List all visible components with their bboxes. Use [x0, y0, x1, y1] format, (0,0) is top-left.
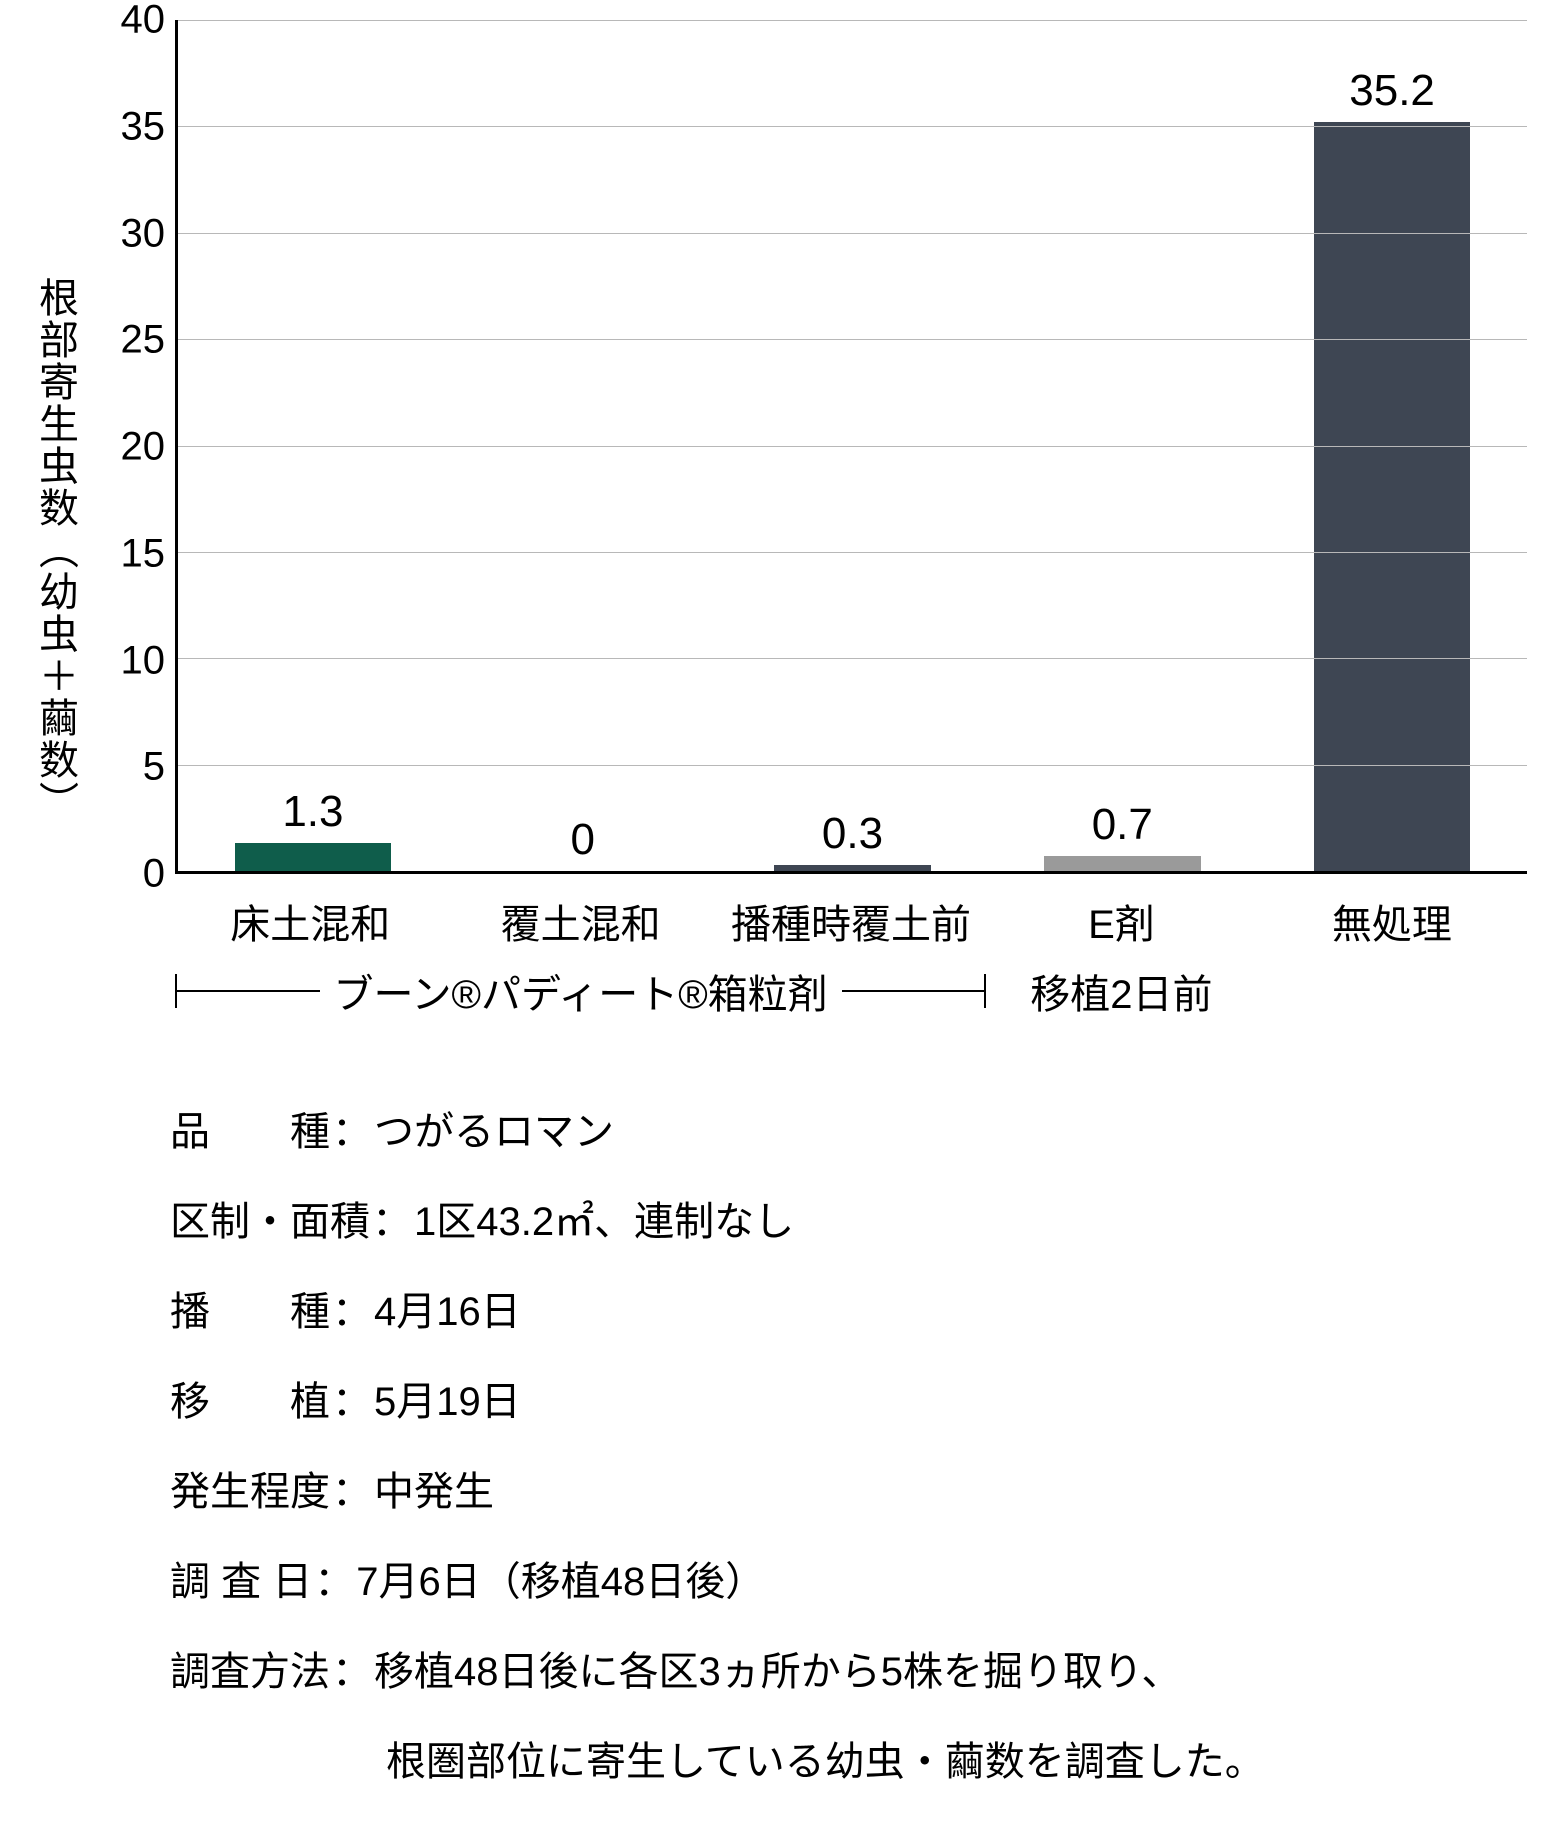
- details-value: 1区43.2㎡、連制なし: [414, 1190, 794, 1254]
- sub-col-5-empty: [1257, 962, 1527, 1020]
- x-category-label: 床土混和: [175, 874, 445, 950]
- y-tick: 5: [143, 745, 165, 790]
- y-tick: 20: [121, 425, 166, 470]
- y-tick: 35: [121, 104, 166, 149]
- details-row: 品 種：つがるロマン: [170, 1100, 1527, 1164]
- gridline: [178, 126, 1527, 127]
- bar-value-label: 0.7: [1092, 800, 1153, 850]
- x-category-label: 覆土混和: [445, 874, 715, 950]
- bar: [235, 843, 391, 871]
- details-label: 播 種: [170, 1280, 330, 1344]
- details-row: 調 査 日：7月6日（移植48日後）: [170, 1550, 1527, 1614]
- bar-value-label: 35.2: [1349, 66, 1435, 116]
- details-label: 調査方法: [170, 1640, 330, 1704]
- bar-chart: 根部寄生虫数（幼虫＋繭数） 0510152025303540 1.300.30.…: [20, 20, 1527, 1020]
- x-categories: 床土混和覆土混和播種時覆土前E剤無処理: [175, 874, 1527, 950]
- y-axis-label: 根部寄生虫数（幼虫＋繭数）: [32, 277, 78, 823]
- details-label: 区制・面積: [170, 1190, 370, 1254]
- sub-col-4: 移植2日前: [986, 962, 1256, 1020]
- bar: [774, 865, 930, 871]
- y-tick: 30: [121, 211, 166, 256]
- bar-value-label: 0: [570, 815, 594, 865]
- details-value: 7月6日（移植48日後）: [356, 1550, 765, 1614]
- details-value: 中発生: [374, 1460, 494, 1524]
- details-label: 移 植: [170, 1370, 330, 1434]
- sub-group-label: ブーン®パディート®箱粒剤: [320, 962, 842, 1020]
- y-tick: 25: [121, 318, 166, 363]
- y-tick-labels: 0510152025303540: [90, 20, 175, 874]
- details-row: 播 種：4月16日: [170, 1280, 1527, 1344]
- y-tick: 0: [143, 852, 165, 897]
- details-label: 調 査 日: [170, 1550, 312, 1614]
- x-category-label: 播種時覆土前: [716, 874, 986, 950]
- details-method-line2: 根圏部位に寄生している幼虫・繭数を調査した。: [170, 1730, 1527, 1794]
- y-tick: 15: [121, 531, 166, 576]
- details-row: 発生程度：中発生: [170, 1460, 1527, 1524]
- y-axis-label-col: 根部寄生虫数（幼虫＋繭数）: [20, 20, 90, 1020]
- gridline: [178, 339, 1527, 340]
- details-row: 区制・面積：1区43.2㎡、連制なし: [170, 1190, 1527, 1254]
- details-row: 調査方法：移植48日後に各区3ヵ所から5株を掘り取り、: [170, 1640, 1527, 1704]
- bar-value-label: 1.3: [282, 787, 343, 837]
- details-value: つがるロマン: [374, 1100, 614, 1164]
- y-tick: 10: [121, 638, 166, 683]
- bar: [1044, 856, 1200, 871]
- x-category-label: E剤: [986, 874, 1256, 950]
- sub-group-bracket: ブーン®パディート®箱粒剤: [175, 962, 986, 1020]
- details-label: 品 種: [170, 1100, 330, 1164]
- bar: [1314, 122, 1470, 871]
- bracket-line: [177, 990, 320, 992]
- details-value: 4月16日: [374, 1280, 521, 1344]
- x-category-label: 無処理: [1257, 874, 1527, 950]
- bracket-line: [842, 990, 985, 992]
- gridline: [178, 446, 1527, 447]
- bar-value-label: 0.3: [822, 809, 883, 859]
- gridline: [178, 765, 1527, 766]
- gridline: [178, 233, 1527, 234]
- details-value: 移植48日後に各区3ヵ所から5株を掘り取り、: [374, 1640, 1181, 1704]
- y-tick: 40: [121, 0, 166, 43]
- details-label: 発生程度: [170, 1460, 330, 1524]
- x-subcategories: ブーン®パディート®箱粒剤 移植2日前: [90, 962, 1527, 1020]
- plot-area: 1.3 0 0.3 0.7 35.2: [175, 20, 1527, 874]
- gridline: [178, 20, 1527, 21]
- gridline: [178, 658, 1527, 659]
- details-block: 品 種：つがるロマン区制・面積：1区43.2㎡、連制なし播 種：4月16日移 植…: [20, 1020, 1527, 1794]
- details-row: 移 植：5月19日: [170, 1370, 1527, 1434]
- details-value: 5月19日: [374, 1370, 521, 1434]
- gridline: [178, 552, 1527, 553]
